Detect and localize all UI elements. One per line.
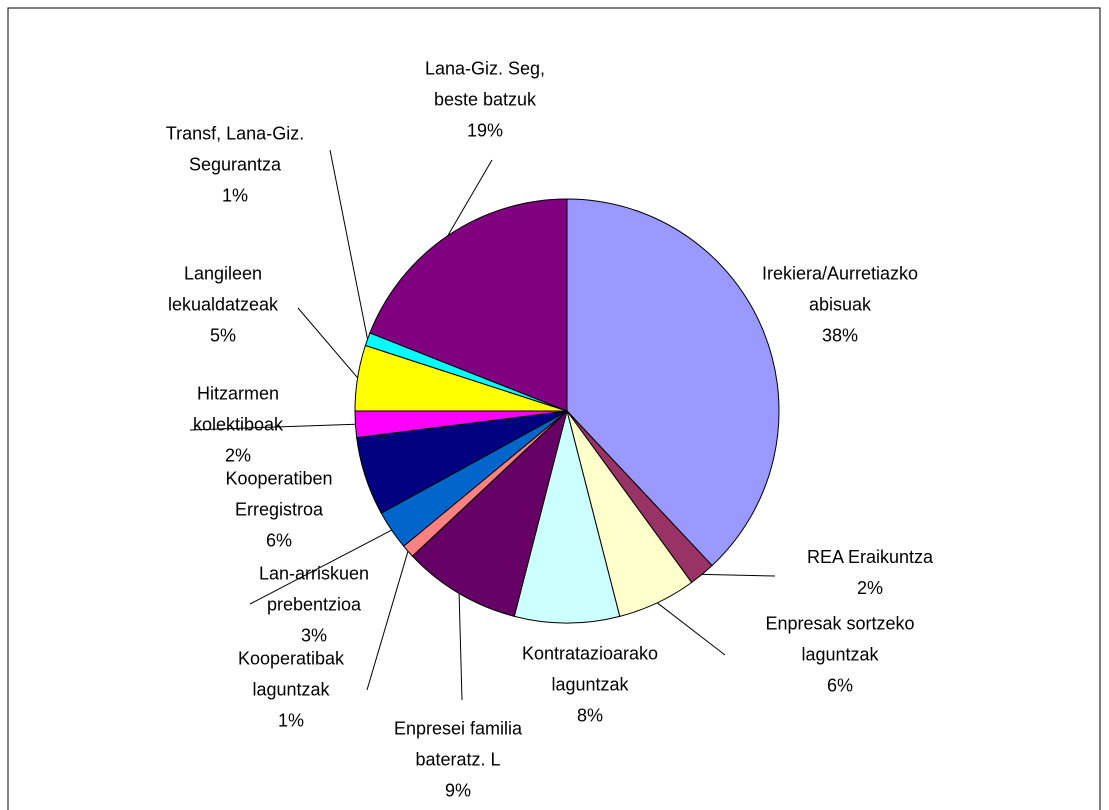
slice-label: REA Eraikuntza 2% bbox=[807, 542, 933, 604]
slice-name: Enpresak sortzeko laguntzak bbox=[765, 613, 915, 665]
leader-line bbox=[366, 551, 409, 691]
slice-name: Transf, Lana-Giz. Segurantza bbox=[165, 123, 305, 175]
leader-line bbox=[189, 423, 356, 431]
slice-name: Enpresei familia bateratz. L bbox=[393, 718, 523, 770]
slice-value: 3% bbox=[300, 625, 327, 646]
slice-value: 2% bbox=[856, 578, 883, 598]
slice-label: Hitzarmen kolektiboak 2% bbox=[193, 379, 283, 472]
slice-value: 6% bbox=[265, 530, 292, 551]
slice-value: 6% bbox=[826, 675, 854, 696]
pie-slice bbox=[513, 410, 621, 624]
slice-label: Lana-Giz. Seg, beste batzuk 19% bbox=[425, 54, 545, 147]
slice-label: Enpresak sortzeko laguntzak 6% bbox=[765, 609, 914, 702]
slice-value: 1% bbox=[277, 710, 305, 731]
slice-name: Kooperatiben Erregistroa bbox=[225, 468, 333, 520]
frame bbox=[7, 7, 1101, 810]
leader-line bbox=[297, 307, 358, 379]
slice-value: 8% bbox=[576, 705, 603, 726]
slice-name: Irekiera/Aurretiazko abisuak bbox=[761, 263, 919, 315]
slice-name: Kontratazioarako laguntzak bbox=[521, 643, 659, 695]
pie-slice bbox=[566, 198, 780, 567]
slice-value: 19% bbox=[466, 120, 504, 141]
slice-label: Lan-arriskuen prebentzioa 3% bbox=[259, 559, 369, 652]
slice-value: 9% bbox=[444, 780, 471, 801]
slice-label: Kooperatiben Erregistroa 6% bbox=[225, 464, 332, 557]
leader-line bbox=[458, 593, 463, 701]
slice-value: 1% bbox=[221, 185, 249, 206]
slice-name: Langileen lekualdatzeak bbox=[167, 263, 279, 315]
slice-value: 38% bbox=[821, 325, 859, 346]
slice-label: Enpresei familia bateratz. L 9% bbox=[394, 714, 522, 807]
leader-line bbox=[249, 529, 392, 605]
slice-label: Transf, Lana-Giz. Segurantza 1% bbox=[166, 119, 304, 212]
slice-label: Kooperatibak laguntzak 1% bbox=[238, 644, 344, 737]
pie-slice bbox=[369, 198, 568, 412]
leader-line bbox=[656, 602, 726, 656]
slice-name: Kooperatibak laguntzak bbox=[237, 648, 345, 700]
slice-name: REA Eraikuntza bbox=[806, 547, 934, 567]
slice-name: Lan-arriskuen prebentzioa bbox=[258, 563, 370, 615]
slice-value: 2% bbox=[224, 445, 251, 466]
slice-label: Langileen lekualdatzeak 5% bbox=[168, 259, 278, 352]
slice-label: Irekiera/Aurretiazko abisuak 38% bbox=[762, 259, 918, 352]
slice-value: 5% bbox=[209, 325, 237, 346]
slice-label: Kontratazioarako laguntzak 8% bbox=[522, 639, 658, 732]
slice-name: Hitzarmen kolektiboak bbox=[192, 383, 284, 435]
leader-line bbox=[329, 149, 369, 340]
leader-line bbox=[702, 573, 776, 577]
slice-name: Lana-Giz. Seg, beste batzuk bbox=[424, 58, 546, 110]
leader-line bbox=[447, 159, 493, 236]
